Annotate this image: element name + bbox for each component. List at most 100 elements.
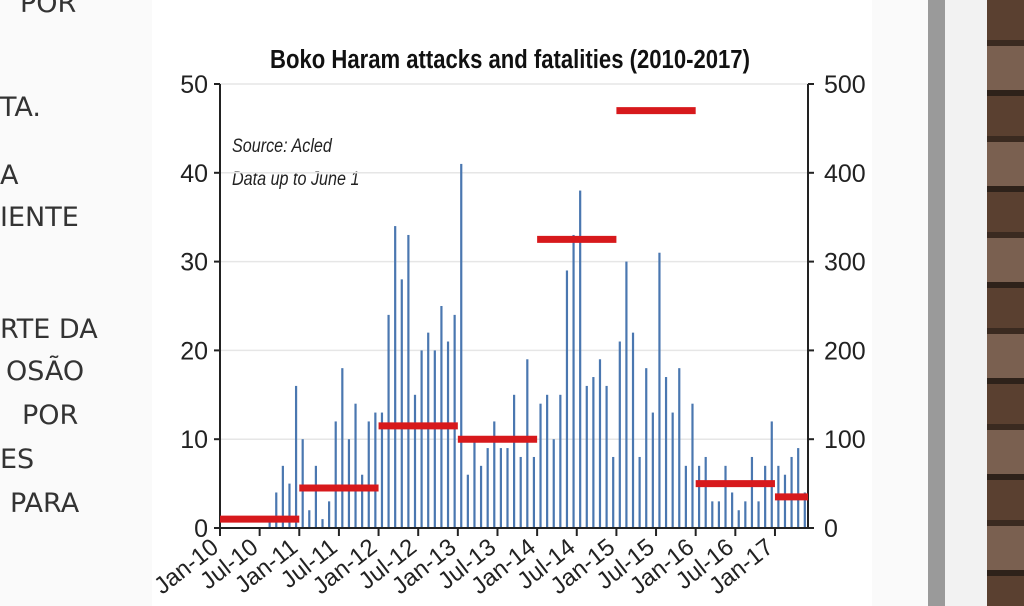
bar <box>341 368 344 528</box>
bar <box>321 519 324 528</box>
y-tick-label: 0 <box>194 515 208 543</box>
bar <box>565 270 569 528</box>
bar <box>433 350 436 528</box>
annotation: Source: Acled <box>232 135 333 157</box>
bar <box>380 412 384 528</box>
bar <box>790 456 793 528</box>
slide-text: OSÃO <box>6 356 85 387</box>
y2-tick-label: 0 <box>824 515 838 543</box>
bar <box>526 359 529 528</box>
bar <box>361 474 364 528</box>
bar <box>473 439 476 528</box>
bar <box>440 306 443 528</box>
bar <box>513 394 516 528</box>
bar <box>486 448 489 528</box>
bar <box>288 483 291 528</box>
y-tick-label: 10 <box>180 426 208 454</box>
bar <box>460 163 463 529</box>
bar <box>347 439 351 528</box>
bar <box>711 501 714 528</box>
bar <box>598 359 602 528</box>
bar <box>671 412 674 528</box>
y2-tick-label: 300 <box>824 249 866 277</box>
bar <box>328 501 331 528</box>
bar <box>400 279 403 528</box>
divider <box>928 0 945 606</box>
bar <box>797 448 800 528</box>
bar <box>493 421 496 528</box>
bar <box>724 465 727 528</box>
bar <box>499 448 502 528</box>
bar <box>559 394 562 528</box>
bar <box>466 474 469 528</box>
bar <box>678 368 681 528</box>
bar <box>645 368 648 528</box>
y2-tick-label: 100 <box>824 426 866 454</box>
bar <box>519 456 522 528</box>
brick-background <box>987 0 1024 606</box>
annotation: Data up to June 1 <box>232 168 359 190</box>
bar <box>446 341 450 528</box>
bar <box>539 403 542 528</box>
bar <box>664 377 668 528</box>
slide-text: PARA <box>10 488 80 519</box>
bar <box>275 492 278 528</box>
bar <box>552 439 555 528</box>
y-tick-label: 40 <box>180 160 208 188</box>
bar <box>420 350 423 528</box>
bar <box>618 341 621 528</box>
y2-tick-label: 400 <box>824 160 866 188</box>
bar <box>532 456 536 528</box>
bar <box>764 465 767 528</box>
bar <box>605 385 608 528</box>
bar <box>374 412 377 528</box>
y2-tick-label: 200 <box>824 337 866 365</box>
bar <box>367 421 370 528</box>
bar <box>651 412 654 528</box>
bar <box>572 234 575 528</box>
bar <box>585 385 588 528</box>
slide-text: POR <box>20 0 77 19</box>
bar <box>387 314 390 528</box>
bar <box>783 474 787 528</box>
bar <box>612 456 615 528</box>
bar <box>413 394 417 528</box>
bar <box>684 465 687 528</box>
bar <box>334 421 337 528</box>
panel <box>945 0 987 606</box>
bar <box>731 492 734 528</box>
bar <box>638 456 641 528</box>
bar <box>394 226 397 528</box>
bar <box>631 332 635 528</box>
bar <box>744 501 747 528</box>
chart-background <box>152 0 872 606</box>
y-tick-label: 30 <box>180 249 208 277</box>
slide-text: RTE DA <box>0 314 98 345</box>
bar <box>281 465 284 528</box>
bar <box>757 501 760 528</box>
bar <box>301 439 304 528</box>
bar <box>294 385 298 528</box>
slide-text: ES <box>0 444 35 475</box>
bar <box>750 456 754 528</box>
bar <box>592 377 595 528</box>
bar <box>803 492 806 528</box>
bar <box>697 465 701 528</box>
slide-text: TA. <box>0 92 41 123</box>
bar <box>479 465 483 528</box>
slide-text: IENTE <box>0 202 79 233</box>
bar <box>658 252 661 528</box>
bar <box>546 394 549 528</box>
bar <box>579 190 582 528</box>
bar <box>704 456 707 528</box>
bar <box>354 403 357 528</box>
bar <box>625 261 628 528</box>
bar <box>737 510 740 528</box>
slide-text: POR <box>22 400 79 431</box>
y-tick-label: 50 <box>180 71 208 99</box>
bar <box>268 519 271 528</box>
bar <box>308 510 311 528</box>
bar <box>691 403 694 528</box>
bar <box>453 314 456 528</box>
